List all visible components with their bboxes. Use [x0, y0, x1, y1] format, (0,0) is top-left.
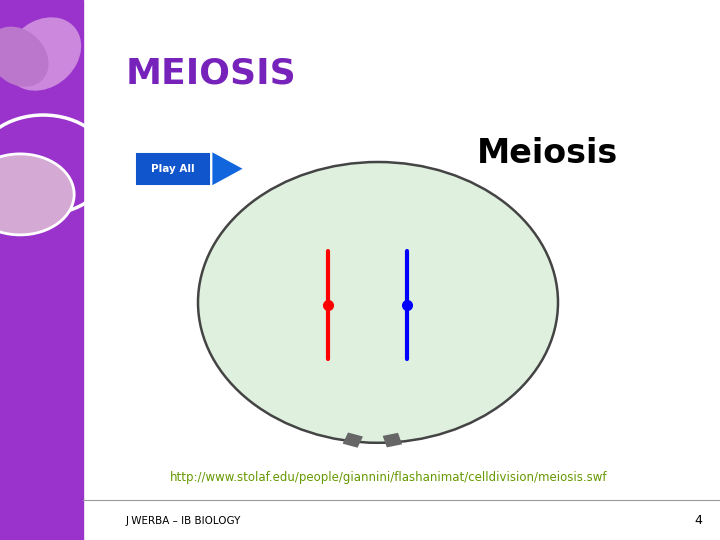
Ellipse shape: [5, 17, 81, 91]
Bar: [137, 154, 209, 184]
Ellipse shape: [0, 26, 48, 87]
Text: J WERBA – IB BIOLOGY: J WERBA – IB BIOLOGY: [126, 516, 241, 526]
Text: http://www.stolaf.edu/people/giannini/flashanimat/celldivision/meiosis.swf: http://www.stolaf.edu/people/giannini/fl…: [170, 471, 608, 484]
Bar: [383, 433, 402, 447]
Text: 4: 4: [694, 514, 702, 526]
Bar: [343, 433, 363, 448]
Text: Meiosis: Meiosis: [477, 137, 618, 171]
Ellipse shape: [198, 162, 558, 443]
Text: MEIOSIS: MEIOSIS: [126, 57, 297, 91]
Polygon shape: [212, 152, 243, 185]
Bar: [0, 0, 83, 540]
Text: Play All: Play All: [151, 164, 194, 174]
Circle shape: [0, 154, 74, 235]
